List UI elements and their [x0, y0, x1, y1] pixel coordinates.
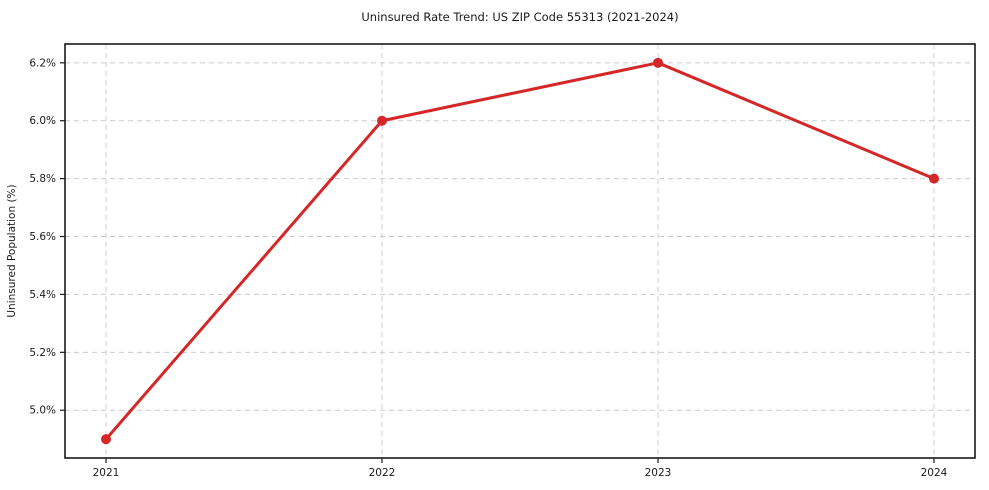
x-tick-label: 2022 — [369, 467, 396, 479]
plot-border — [64, 43, 976, 459]
y-tick-label: 5.8% — [29, 173, 56, 185]
x-tick-label: 2024 — [921, 467, 948, 479]
y-tick-label: 5.6% — [29, 231, 56, 243]
y-tick-label: 5.4% — [29, 289, 56, 301]
gridlines — [65, 44, 975, 458]
data-point-2022 — [377, 115, 387, 126]
y-tick-label: 5.2% — [29, 347, 56, 359]
y-tick-label: 6.0% — [29, 115, 56, 127]
y-tick-label: 5.0% — [29, 405, 56, 417]
chart-title: Uninsured Rate Trend: US ZIP Code 55313 … — [361, 10, 678, 24]
y-axis-label: Uninsured Population (%) — [6, 184, 18, 317]
plot-area: 5.0% 5.2% 5.4% 5.6% 5.8% 6.0% 6.2% 2021 2022 2023… — [29, 43, 976, 479]
x-tick-label: 2023 — [645, 467, 672, 479]
y-tick-label: 6.2% — [29, 57, 56, 69]
data-point-2021 — [101, 434, 111, 445]
y-tick-labels: 5.0% 5.2% 5.4% 5.6% 5.8% 6.0% 6.2% — [29, 57, 56, 416]
x-tick-label: 2021 — [93, 467, 120, 479]
x-tick-labels: 2021 2022 2023 2024 — [93, 467, 948, 479]
axis-ticks — [60, 62, 935, 463]
data-point-2024 — [929, 173, 939, 184]
data-point-2023 — [653, 57, 663, 68]
data-line-uninsured-rate — [104, 61, 936, 441]
